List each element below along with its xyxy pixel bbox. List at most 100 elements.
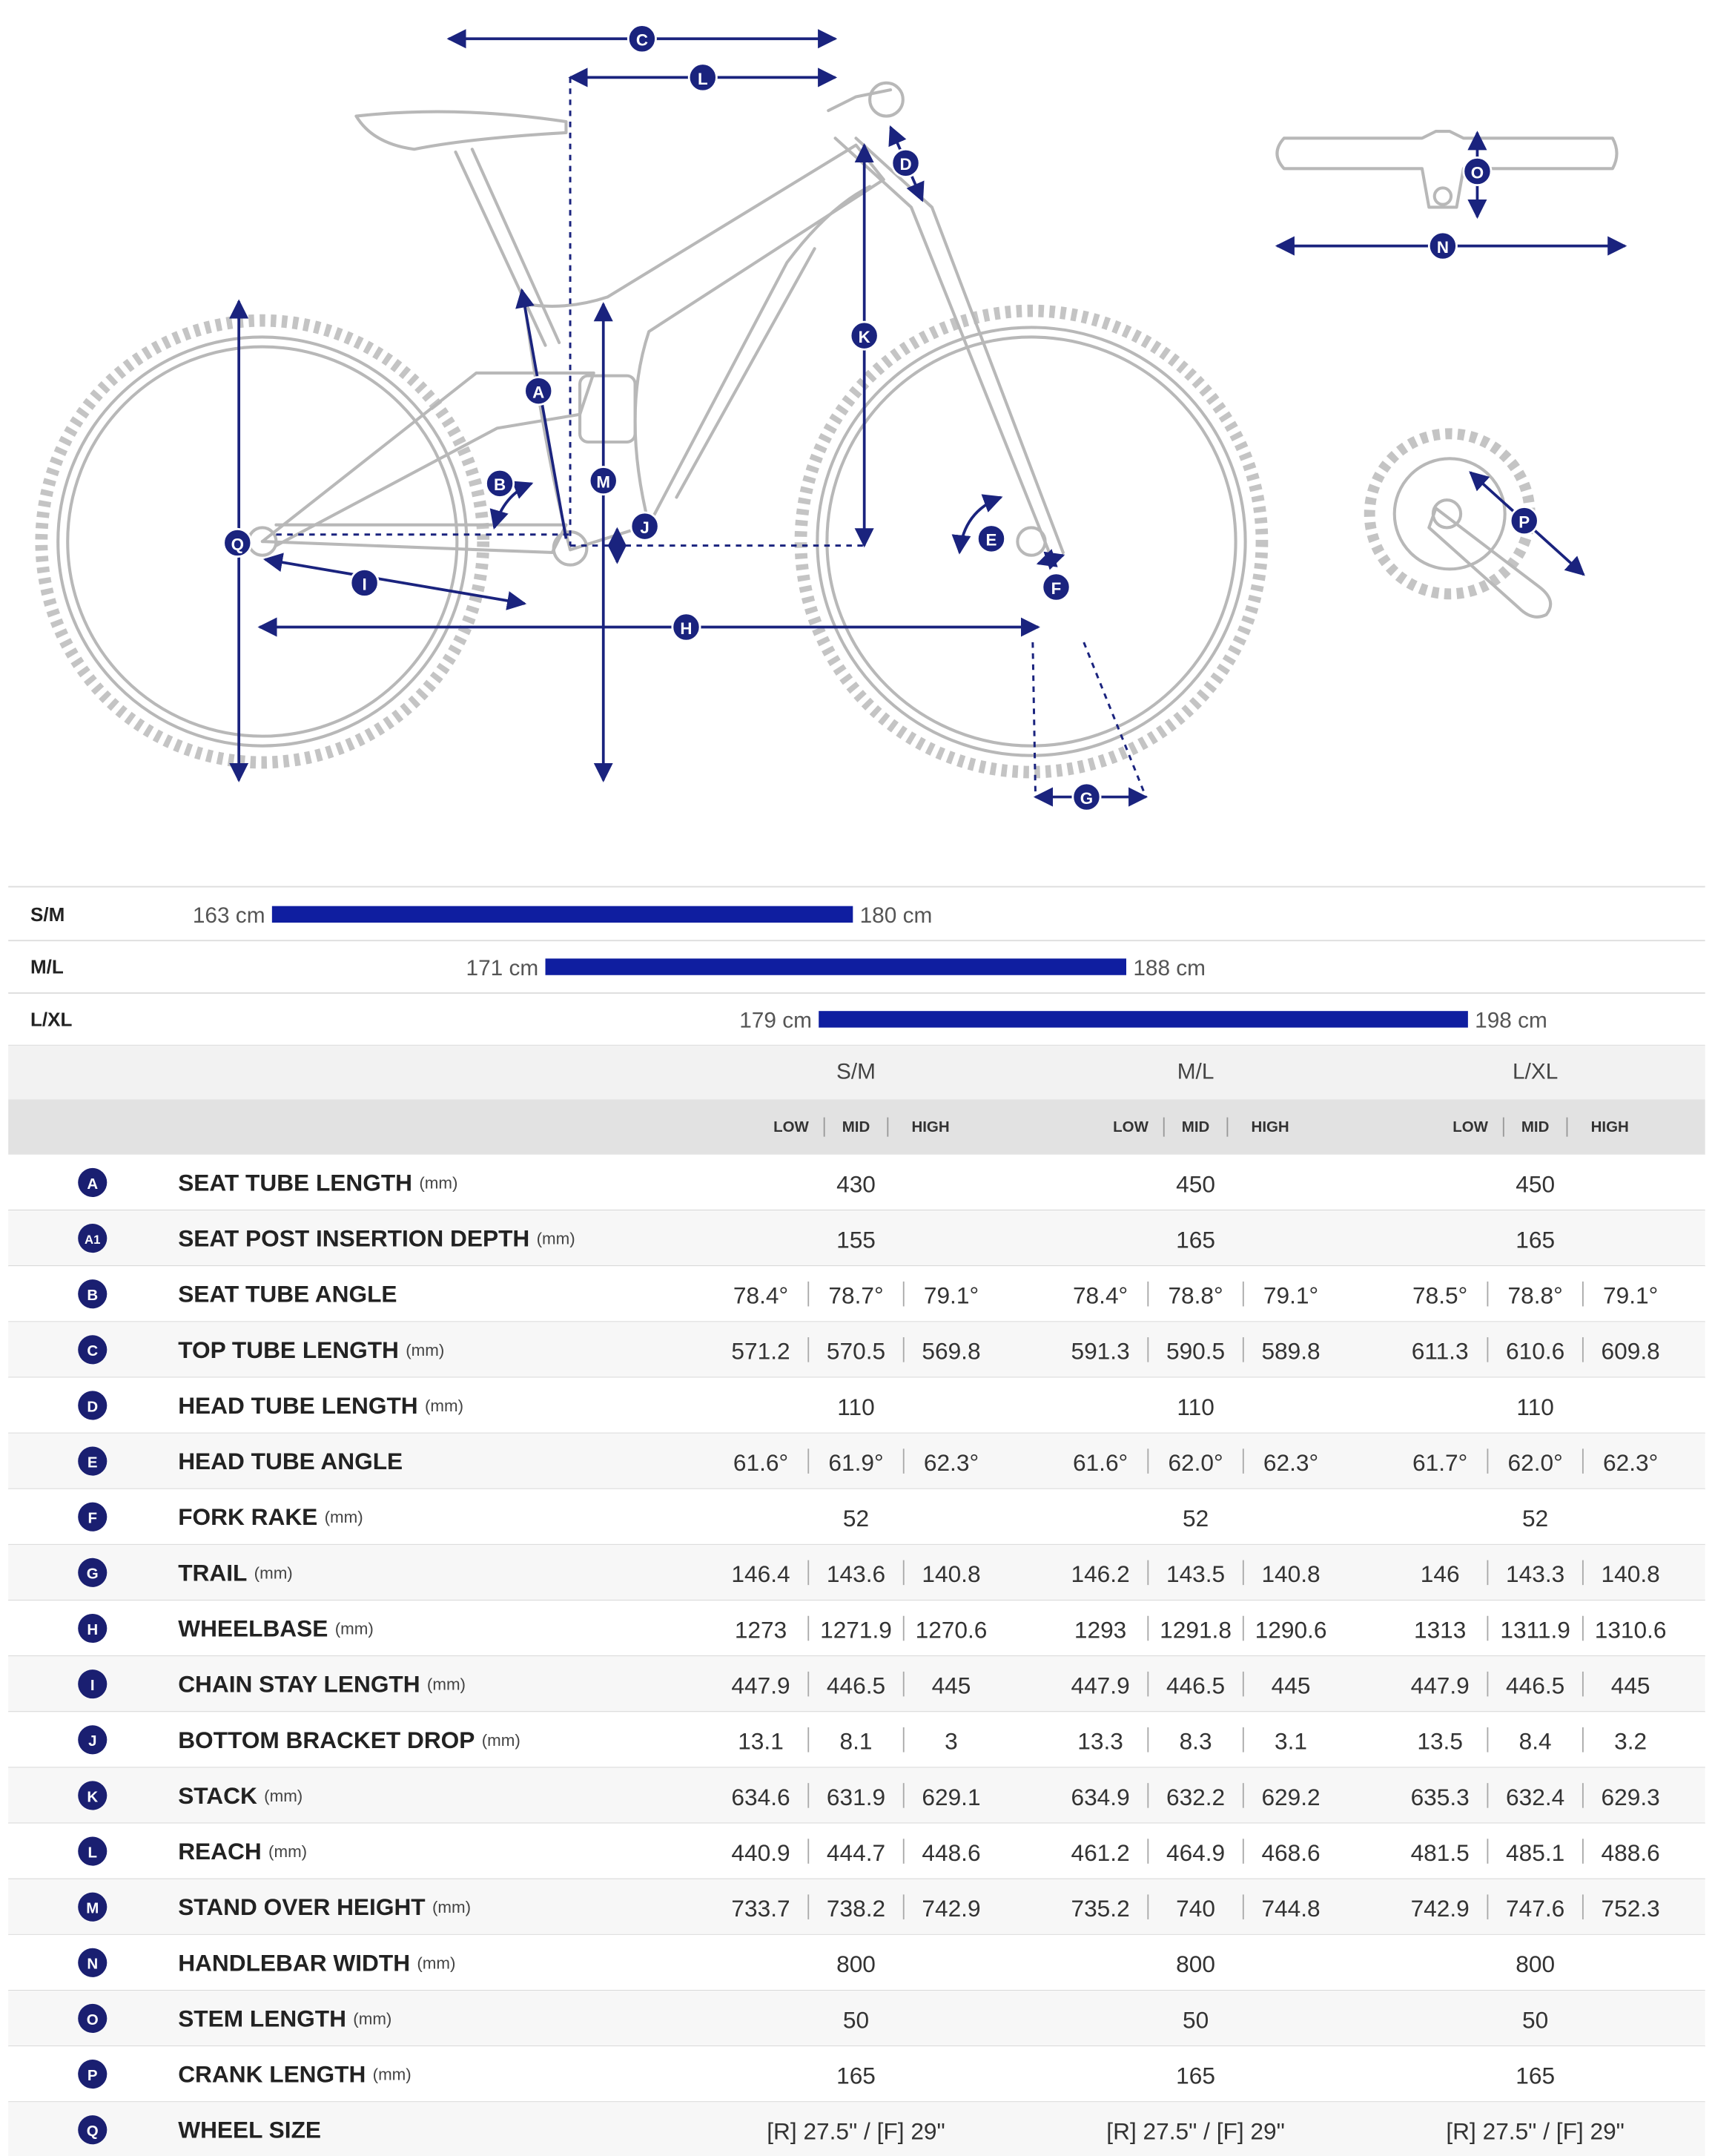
row [8, 1154, 1705, 1210]
cell-value: 78.8° [1168, 1282, 1223, 1309]
cell-value: 446.5 [1166, 1672, 1225, 1698]
row-label: CRANK LENGTH (mm) [178, 2061, 412, 2088]
row-label: STACK (mm) [178, 1782, 303, 1809]
position-header: LOW [1452, 1118, 1488, 1135]
unit: (mm) [537, 1229, 575, 1247]
cell-value: 488.6 [1602, 1839, 1660, 1866]
cell-value: 738.2 [827, 1895, 885, 1922]
row-letter: Q [87, 2123, 99, 2140]
cell-value: 591.3 [1071, 1338, 1129, 1365]
size-label: S/M [30, 903, 65, 926]
label-text: TRAIL [178, 1559, 247, 1586]
badge [976, 524, 1007, 554]
cell-value: 1290.6 [1255, 1616, 1327, 1643]
badge-letter: A [532, 383, 544, 401]
unit: (mm) [482, 1730, 520, 1749]
cell-value: 1311.9 [1500, 1616, 1570, 1643]
cell-value: 79.1° [1603, 1282, 1658, 1309]
position-header: LOW [773, 1118, 809, 1135]
cell-value: 589.8 [1261, 1338, 1320, 1365]
cell-value: 747.6 [1506, 1895, 1564, 1922]
row-letter: A1 [85, 1233, 100, 1247]
cell-value: 570.5 [827, 1338, 885, 1365]
badge-letter: L [698, 70, 708, 88]
cell-value: 1291.8 [1160, 1616, 1232, 1643]
cell-value: 447.9 [1411, 1672, 1470, 1698]
cell-value: 110 [837, 1394, 874, 1420]
cell-value: 445 [1272, 1672, 1311, 1698]
row-letter: H [87, 1621, 98, 1638]
row-badge [78, 1836, 108, 1866]
size-label: M/L [30, 956, 64, 978]
row-letter: E [87, 1454, 98, 1471]
badge [1041, 572, 1071, 602]
cell-value: 629.2 [1261, 1784, 1320, 1810]
label-text: SEAT TUBE ANGLE [178, 1281, 397, 1308]
cell-value: 733.7 [731, 1895, 790, 1922]
position-header: HIGH [1591, 1118, 1629, 1135]
label-text: CRANK LENGTH [178, 2061, 366, 2088]
badge [627, 24, 657, 54]
cell-value: 110 [1516, 1394, 1553, 1420]
cell-value: 8.3 [1180, 1728, 1212, 1755]
row [8, 1767, 1705, 1824]
row [8, 2046, 1705, 2103]
row-letter: C [87, 1342, 98, 1359]
cell-value: 569.8 [922, 1338, 980, 1365]
row [8, 1990, 1705, 2047]
badge [523, 376, 554, 406]
cell-value: 1270.6 [916, 1616, 988, 1643]
height-bar [819, 1011, 1468, 1028]
cell-value: 629.3 [1602, 1784, 1660, 1810]
cell-value: 742.9 [922, 1895, 980, 1922]
cell-value: 635.3 [1411, 1784, 1470, 1810]
cell-value: 800 [836, 1951, 876, 1977]
cell-value: 78.4° [1073, 1282, 1128, 1309]
row [8, 1879, 1705, 1935]
badge-letter: N [1437, 238, 1449, 257]
height-min: 171 cm [466, 956, 539, 980]
badge [671, 612, 701, 642]
cell-value: 146.4 [731, 1560, 790, 1587]
cell-value: 631.9 [827, 1784, 885, 1810]
cell-value: 143.5 [1166, 1560, 1225, 1587]
row-letter: B [87, 1287, 98, 1304]
bike-diagram [35, 29, 1627, 807]
row [8, 1266, 1705, 1322]
cell-value: 610.6 [1506, 1338, 1564, 1365]
row-label: WHEELBASE (mm) [178, 1615, 374, 1641]
unit: (mm) [254, 1563, 293, 1582]
cell-value: 78.5° [1412, 1282, 1467, 1309]
cell-value: 78.4° [733, 1282, 788, 1309]
unit: (mm) [427, 1675, 466, 1693]
height-max: 198 cm [1475, 1009, 1547, 1033]
unit: (mm) [432, 1898, 471, 1916]
label-text: WHEEL SIZE [178, 2117, 321, 2143]
row [8, 1433, 1705, 1489]
geometry-table: S/M 163 cm 180 cm M/L 171 cm 188 cm L/XL 179 cm… [8, 886, 1705, 2156]
size-header: S/M [836, 1060, 876, 1084]
row [8, 1210, 1705, 1267]
unit: (mm) [335, 1619, 374, 1638]
cell-value: 165 [1516, 1226, 1555, 1253]
cell-value: 450 [1176, 1170, 1215, 1197]
cell-value: 634.6 [731, 1784, 790, 1810]
row-label: BOTTOM BRACKET DROP (mm) [178, 1727, 520, 1753]
badge-letter: F [1051, 579, 1062, 598]
cell-value: 155 [836, 1226, 876, 1253]
label-text: BOTTOM BRACKET DROP [178, 1727, 475, 1753]
cell-value: 744.8 [1261, 1895, 1320, 1922]
row-label: SEAT TUBE ANGLE [178, 1281, 397, 1308]
cell-value: 78.7° [828, 1282, 883, 1309]
row-label: REACH (mm) [178, 1838, 307, 1865]
position-header: HIGH [911, 1118, 949, 1135]
row-label: HEAD TUBE LENGTH (mm) [178, 1392, 463, 1419]
unit: (mm) [353, 2009, 391, 2028]
cell-value: 165 [836, 2062, 876, 2089]
badge-letter: G [1080, 789, 1093, 808]
badge-letter: I [362, 575, 366, 593]
position-header: MID [1182, 1118, 1210, 1135]
row-badge [78, 1781, 108, 1810]
cell-value: [R] 27.5" / [F] 29" [1106, 2118, 1285, 2145]
